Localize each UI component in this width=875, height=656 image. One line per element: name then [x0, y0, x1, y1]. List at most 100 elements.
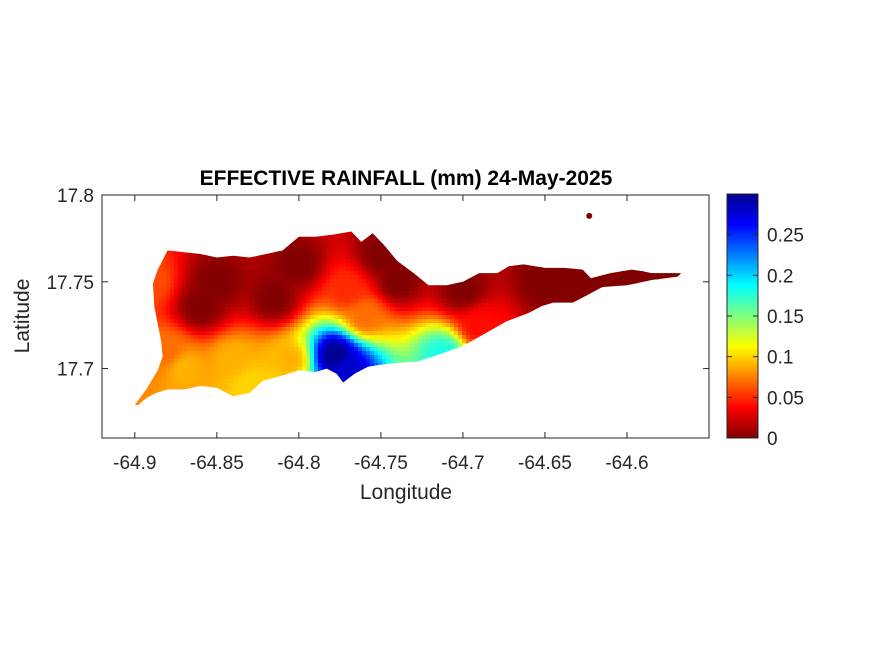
heatmap-cell — [286, 291, 291, 296]
heatmap-cell — [350, 323, 355, 328]
heatmap-cell — [210, 311, 215, 316]
heatmap-cell — [402, 283, 407, 288]
heatmap-cell — [314, 367, 319, 372]
heatmap-cell — [166, 375, 171, 380]
heatmap-cell — [394, 279, 399, 284]
heatmap-cell — [210, 327, 215, 332]
heatmap-cell — [250, 371, 255, 376]
heatmap-cell — [270, 335, 275, 340]
heatmap-cell — [166, 355, 171, 360]
heatmap-cell — [350, 339, 355, 344]
heatmap-cell — [262, 279, 267, 284]
heatmap-cell — [318, 271, 323, 276]
heatmap-cell — [290, 243, 295, 248]
heatmap-cell — [178, 351, 183, 356]
heatmap-cell — [306, 335, 311, 340]
heatmap-cell — [314, 315, 319, 320]
heatmap-cell — [166, 283, 171, 288]
heatmap-cell — [418, 319, 423, 324]
heatmap-cell — [294, 359, 299, 364]
heatmap-cell — [374, 247, 379, 252]
heatmap-cell — [298, 331, 303, 336]
heatmap-cell — [390, 255, 395, 260]
heatmap-cell — [226, 375, 231, 380]
heatmap-cell — [374, 271, 379, 276]
heatmap-cell — [174, 319, 179, 324]
heatmap-cell — [410, 295, 415, 300]
heatmap-cell — [186, 267, 191, 272]
heatmap-cell — [374, 359, 379, 364]
heatmap-cell — [354, 267, 359, 272]
heatmap-cell — [374, 267, 379, 272]
heatmap-cell — [186, 319, 191, 324]
heatmap-cell — [258, 319, 263, 324]
heatmap-cell — [310, 295, 315, 300]
heatmap-cell — [186, 307, 191, 312]
heatmap-cell — [322, 327, 327, 332]
heatmap-cell — [302, 267, 307, 272]
heatmap-cell — [282, 271, 287, 276]
heatmap-cell — [198, 279, 203, 284]
heatmap-cell — [234, 303, 239, 308]
heatmap-cell — [234, 279, 239, 284]
heatmap-cell — [206, 267, 211, 272]
heatmap-cell — [290, 327, 295, 332]
heatmap-cell — [206, 259, 211, 264]
heatmap-cell — [206, 287, 211, 292]
heatmap-cell — [282, 275, 287, 280]
heatmap-cell — [294, 319, 299, 324]
heatmap-cell — [222, 351, 227, 356]
heatmap-cell — [238, 391, 243, 396]
heatmap-cell — [274, 331, 279, 336]
heatmap-cell — [394, 275, 399, 280]
heatmap-cell — [326, 311, 331, 316]
heatmap-cell — [322, 303, 327, 308]
heatmap-cell — [354, 243, 359, 248]
heatmap-cell — [214, 275, 219, 280]
heatmap-cell — [262, 299, 267, 304]
heatmap-cell — [298, 291, 303, 296]
heatmap-cell — [362, 319, 367, 324]
heatmap-cell — [162, 367, 167, 372]
heatmap-cell — [306, 339, 311, 344]
heatmap-cell — [154, 383, 159, 388]
heatmap-cell — [322, 339, 327, 344]
heatmap-cell — [282, 251, 287, 256]
heatmap-cell — [222, 343, 227, 348]
heatmap-cell — [210, 351, 215, 356]
heatmap-cell — [386, 335, 391, 340]
heatmap-cell — [166, 295, 171, 300]
heatmap-cell — [182, 283, 187, 288]
heatmap-cell — [394, 335, 399, 340]
heatmap-cell — [346, 267, 351, 272]
heatmap-cell — [178, 251, 183, 256]
heatmap-cell — [402, 295, 407, 300]
heatmap-cell — [414, 283, 419, 288]
heatmap-cell — [366, 255, 371, 260]
heatmap-cell — [266, 259, 271, 264]
heatmap-cell — [402, 299, 407, 304]
heatmap-cell — [306, 303, 311, 308]
heatmap-cell — [214, 335, 219, 340]
heatmap-cell — [294, 271, 299, 276]
heatmap-cell — [346, 363, 351, 368]
heatmap-cell — [382, 323, 387, 328]
heatmap-cell — [322, 299, 327, 304]
heatmap-cell — [342, 315, 347, 320]
heatmap-cell — [358, 259, 363, 264]
heatmap-cell — [382, 283, 387, 288]
heatmap-cell — [202, 307, 207, 312]
heatmap-cell — [262, 323, 267, 328]
heatmap-cell — [346, 231, 351, 236]
heatmap-cell — [274, 291, 279, 296]
heatmap-cell — [346, 279, 351, 284]
heatmap-cell — [350, 283, 355, 288]
heatmap-cell — [350, 251, 355, 256]
heatmap-cell — [374, 331, 379, 336]
heatmap-cell — [182, 327, 187, 332]
heatmap-cell — [290, 335, 295, 340]
heatmap-cell — [202, 315, 207, 320]
heatmap-cell — [314, 255, 319, 260]
heatmap-cell — [234, 275, 239, 280]
heatmap-cell — [222, 283, 227, 288]
